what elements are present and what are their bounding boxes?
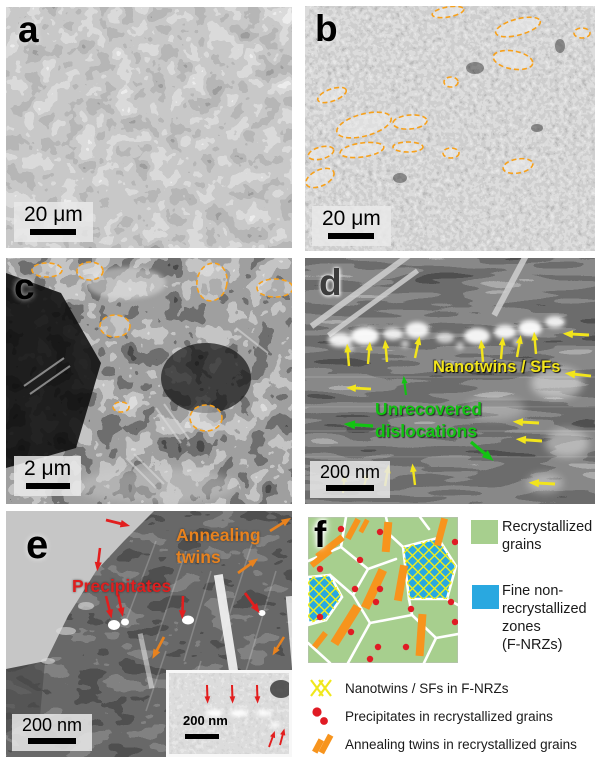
legend-label-recrystallized-grains: Recrystallized grains <box>502 519 593 554</box>
panel-f-schematic: f Recrystallized grains Fine non- recrys… <box>300 508 600 764</box>
panel-label-e: e <box>26 523 49 567</box>
scale-bar-d: 200 nm <box>310 461 391 498</box>
precipitates-symbol <box>312 707 328 725</box>
inset-texture <box>169 673 289 754</box>
scale-bar-e-text: 200 nm <box>22 715 83 736</box>
scale-bar-a-text: 20 μm <box>24 202 83 226</box>
twin-lines <box>23 327 269 489</box>
panel-a-micrograph: a 20 μm <box>6 7 292 248</box>
legend-row-precipitates: Precipitates in recrystallized grains <box>308 704 553 728</box>
scale-bar-e: 200 nm <box>12 714 93 751</box>
annotation-unrecovered-dislocations: Unrecovered dislocations <box>375 399 482 441</box>
scale-bar-a: 20 μm <box>14 201 93 242</box>
scale-bar-c: 2 μm <box>14 455 82 496</box>
panel-label-b: b <box>315 8 338 49</box>
schematic-drawing <box>308 517 458 663</box>
bright-band <box>76 468 236 504</box>
legend-swatch-f-nrz <box>472 585 499 609</box>
annotation-nanotwins-sfs: Nanotwins / SFs <box>433 358 561 376</box>
horizontal-bands <box>305 376 595 458</box>
legend-row-annealing-twins-label: Annealing twins in recrystallized grains <box>345 736 577 752</box>
inset-scale-bar-text: 200 nm <box>183 713 228 728</box>
legend-row-annealing-twins: Annealing twins in recrystallized grains <box>308 731 577 757</box>
panel-d-micrograph: Nanotwins / SFs Unrecovered dislocations… <box>305 258 595 504</box>
dark-grain <box>6 273 101 468</box>
inset-precipitates <box>205 709 280 728</box>
panel-label-c: c <box>14 266 35 307</box>
f-nrz-zones <box>308 536 458 625</box>
light-grain <box>6 511 154 669</box>
legend-row-precipitates-label: Precipitates in recrystallized grains <box>345 708 553 724</box>
annealing-twin-bars <box>309 517 449 657</box>
annealing-twins-symbol <box>312 733 334 755</box>
panel-e-micrograph: Precipitates Annealing twins e 200 nm <box>6 511 292 757</box>
orange-outlined-nrz-regions <box>31 261 292 432</box>
panel-b-micrograph: b 20 μm <box>305 6 595 251</box>
dark-spots <box>393 39 565 183</box>
boundary-debris <box>41 602 94 664</box>
scale-bar-d-line <box>326 485 375 491</box>
dark-streak-texture <box>305 258 595 504</box>
mid-gray-grain <box>6 651 46 733</box>
orange-outlined-nrz-regions <box>305 6 591 189</box>
scale-bar-c-line <box>25 483 70 489</box>
annotation-annealing-twins: Annealing twins <box>176 525 261 567</box>
inset-scale-bar-line <box>185 734 219 739</box>
bright-streaks <box>309 258 535 338</box>
legend-swatch-recrystallized-grains <box>471 520 498 544</box>
precipitate-dots <box>316 525 458 663</box>
panel-label-a: a <box>18 9 39 50</box>
dark-patch <box>270 680 289 698</box>
scale-bar-e-line <box>28 738 77 744</box>
legend-row-nanotwins-label: Nanotwins / SFs in F-NRZs <box>345 680 509 696</box>
bright-grain <box>86 267 166 299</box>
precipitate-particles <box>108 610 266 630</box>
scale-bar-b-line <box>328 233 375 239</box>
panel-label-d: d <box>319 262 342 303</box>
bright-nanotwin-band <box>328 316 565 352</box>
annealing-twin-streaks <box>137 574 292 707</box>
scale-bar-b-text: 20 μm <box>322 206 381 230</box>
scale-bar-d-text: 200 nm <box>320 462 381 483</box>
bright-patches <box>465 367 589 493</box>
annotation-precipitates: Precipitates <box>72 576 172 596</box>
scale-bar-c-text: 2 μm <box>24 456 72 480</box>
scale-bar-b: 20 μm <box>312 205 391 246</box>
legend-row-nanotwins: Nanotwins / SFs in F-NRZs <box>308 676 509 700</box>
panel-c-micrograph: c 2 μm <box>6 258 292 504</box>
legend-label-f-nrz: Fine non- recrystallized zones (F-NRZs) <box>502 583 587 654</box>
panel-e-inset: 200 nm <box>166 670 292 757</box>
panel-label-f: f <box>314 514 327 555</box>
dark-grain-2 <box>161 343 251 413</box>
scale-bar-a-line <box>30 229 77 235</box>
nanotwins-symbol <box>310 679 332 697</box>
